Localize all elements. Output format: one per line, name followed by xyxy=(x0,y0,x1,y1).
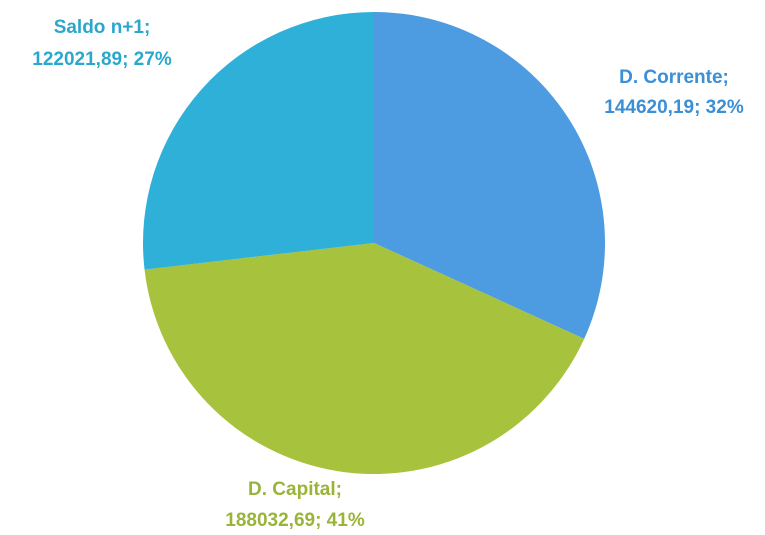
slice-category-label: D. Capital; xyxy=(248,479,342,500)
pie-slice xyxy=(144,243,585,474)
slice-value-label: 188032,69; 41% xyxy=(225,510,365,531)
slice-category-label: Saldo n+1; xyxy=(54,17,151,38)
pie-slice xyxy=(374,12,605,339)
slice-category-label: D. Corrente; xyxy=(619,67,729,88)
slice-value-label: 144620,19; 32% xyxy=(604,97,744,118)
slice-value-label: 122021,89; 27% xyxy=(32,49,172,70)
pie-slice xyxy=(143,12,374,270)
